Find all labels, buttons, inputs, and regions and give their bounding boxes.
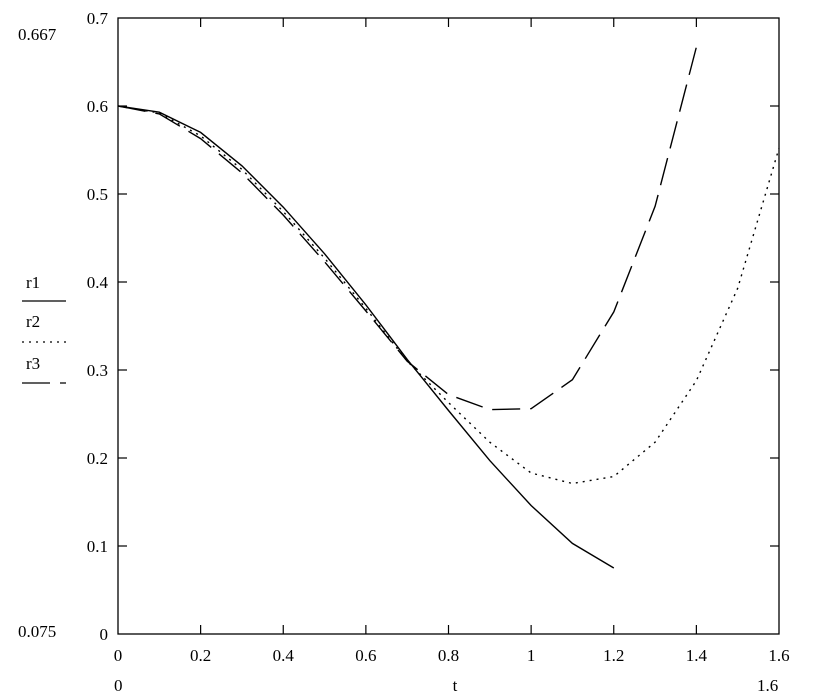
legend-label-r3: r3 xyxy=(26,354,40,373)
y-tick-label: 0.5 xyxy=(87,185,108,204)
series-line-r3 xyxy=(117,46,698,411)
legend-label-r2: r2 xyxy=(26,312,40,331)
x-tick-label: 0.8 xyxy=(438,646,459,665)
y-tick-label: 0.3 xyxy=(87,361,108,380)
y-range-bottom-label: 0.075 xyxy=(18,622,56,641)
x-tick-label: 1.4 xyxy=(686,646,708,665)
x-tick-label: 1.6 xyxy=(768,646,789,665)
x-tick-label: 0.6 xyxy=(355,646,376,665)
y-tick-label: 0.7 xyxy=(87,9,109,28)
x-tick-label: 1 xyxy=(527,646,536,665)
x-tick-label: 1.2 xyxy=(603,646,624,665)
y-tick-label: 0.2 xyxy=(87,449,108,468)
legend-label-r1: r1 xyxy=(26,273,40,292)
series-line-r2 xyxy=(117,105,780,485)
legend: r1 r2 r3 xyxy=(22,273,66,384)
x-tick-labels: 0 0.2 0.4 0.6 0.8 1 1.2 1.4 1.6 xyxy=(114,646,790,665)
x-tick-label: 0 xyxy=(114,646,123,665)
y-tick-label: 0.4 xyxy=(87,273,109,292)
series-lines xyxy=(117,46,780,569)
y-tick-label: 0 xyxy=(100,625,109,644)
x-tick-label: 0.2 xyxy=(190,646,211,665)
x-range-left-label: 0 xyxy=(114,676,123,695)
x-axis-label: t xyxy=(453,676,458,695)
x-range-right-label: 1.6 xyxy=(757,676,778,695)
x-tick-label: 0.4 xyxy=(273,646,295,665)
y-range-top-label: 0.667 xyxy=(18,25,57,44)
y-tick-label: 0.6 xyxy=(87,97,108,116)
y-tick-labels: 0 0.1 0.2 0.3 0.4 0.5 0.6 0.7 xyxy=(87,9,109,644)
y-tick-label: 0.1 xyxy=(87,537,108,556)
series-line-r1 xyxy=(117,105,615,569)
tick-marks xyxy=(118,18,779,634)
